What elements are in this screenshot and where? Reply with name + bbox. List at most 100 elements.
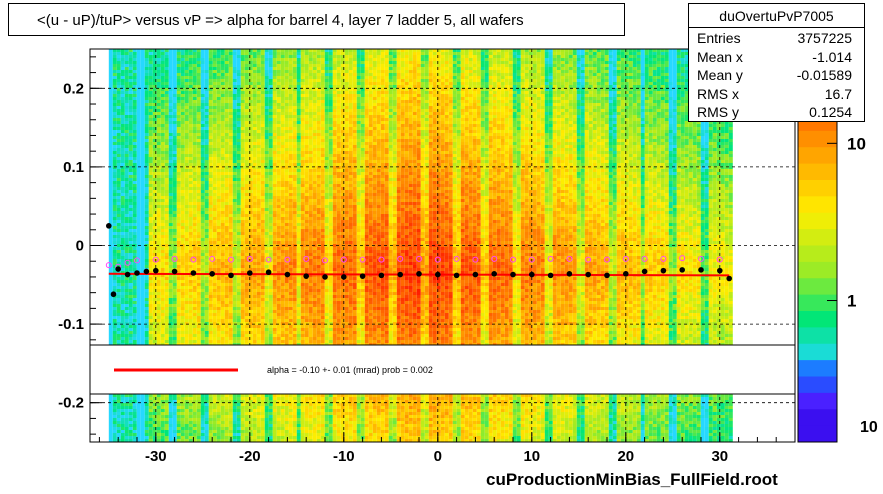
heatmap-cell	[165, 193, 169, 196]
heatmap-cell	[241, 412, 245, 415]
heatmap-cell	[253, 85, 257, 88]
heatmap-cell	[133, 109, 137, 112]
heatmap-cell	[117, 94, 121, 97]
heatmap-cell	[161, 136, 165, 139]
heatmap-cell	[253, 301, 257, 304]
heatmap-cell	[157, 289, 161, 292]
heatmap-cell	[173, 145, 177, 148]
heatmap-cell	[249, 286, 253, 289]
heatmap-cell	[225, 178, 229, 181]
heatmap-cell	[237, 61, 241, 64]
heatmap-cell	[201, 430, 205, 433]
heatmap-cell	[173, 163, 177, 166]
heatmap-cell	[165, 283, 169, 286]
heatmap-cell	[185, 241, 189, 244]
heatmap-cell	[165, 106, 169, 109]
heatmap-cell	[173, 310, 177, 313]
heatmap-cell	[157, 94, 161, 97]
heatmap-cell	[181, 223, 185, 226]
heatmap-cell	[193, 154, 197, 157]
heatmap-cell	[109, 184, 113, 187]
heatmap-cell	[141, 136, 145, 139]
heatmap-cell	[241, 100, 245, 103]
heatmap-cell	[109, 304, 113, 307]
heatmap-cell	[249, 64, 253, 67]
heatmap-cell	[125, 73, 129, 76]
heatmap-cell	[221, 184, 225, 187]
heatmap-cell	[201, 79, 205, 82]
heatmap-cell	[177, 175, 181, 178]
heatmap-cell	[149, 52, 153, 55]
heatmap-cell	[209, 136, 213, 139]
heatmap-cell	[133, 208, 137, 211]
heatmap-cell	[253, 418, 257, 421]
heatmap-cell	[213, 424, 217, 427]
heatmap-cell	[161, 304, 165, 307]
heatmap-cell	[137, 106, 141, 109]
heatmap-cell	[257, 280, 261, 283]
heatmap-cell	[109, 421, 113, 424]
heatmap-cell	[233, 151, 237, 154]
heatmap-cell	[133, 286, 137, 289]
heatmap-cell	[249, 304, 253, 307]
heatmap-cell	[189, 301, 193, 304]
heatmap-cell	[209, 79, 213, 82]
heatmap-cell	[245, 139, 249, 142]
heatmap-cell	[173, 262, 177, 265]
heatmap-cell	[193, 148, 197, 151]
heatmap-cell	[125, 184, 129, 187]
heatmap-cell	[253, 52, 257, 55]
heatmap-cell	[109, 427, 113, 430]
heatmap-cell	[141, 250, 145, 253]
heatmap-cell	[213, 397, 217, 400]
heatmap-cell	[117, 280, 121, 283]
heatmap-cell	[237, 436, 241, 439]
heatmap-cell	[221, 259, 225, 262]
heatmap-cell	[189, 112, 193, 115]
heatmap-cell	[149, 208, 153, 211]
heatmap-cell	[145, 418, 149, 421]
heatmap-cell	[173, 58, 177, 61]
heatmap-cell	[193, 133, 197, 136]
heatmap-cell	[161, 181, 165, 184]
heatmap-cell	[153, 334, 157, 337]
heatmap-cell	[209, 253, 213, 256]
heatmap-cell	[149, 133, 153, 136]
heatmap-cell	[189, 265, 193, 268]
heatmap-cell	[197, 109, 201, 112]
heatmap-cell	[245, 205, 249, 208]
heatmap-cell	[141, 211, 145, 214]
heatmap-cell	[229, 430, 233, 433]
heatmap-cell	[181, 154, 185, 157]
heatmap-cell	[237, 250, 241, 253]
heatmap-cell	[129, 418, 133, 421]
heatmap-cell	[113, 118, 117, 121]
heatmap-cell	[129, 265, 133, 268]
heatmap-cell	[193, 196, 197, 199]
heatmap-cell	[241, 211, 245, 214]
heatmap-cell	[257, 295, 261, 298]
heatmap-cell	[117, 148, 121, 151]
heatmap-cell	[253, 217, 257, 220]
heatmap-cell	[137, 178, 141, 181]
heatmap-cell	[169, 100, 173, 103]
heatmap-cell	[157, 52, 161, 55]
heatmap-cell	[169, 166, 173, 169]
heatmap-cell	[117, 301, 121, 304]
heatmap-cell	[245, 148, 249, 151]
heatmap-cell	[225, 322, 229, 325]
heatmap-cell	[161, 406, 165, 409]
heatmap-cell	[197, 268, 201, 271]
heatmap-cell	[169, 154, 173, 157]
heatmap-cell	[165, 319, 169, 322]
heatmap-cell	[133, 280, 137, 283]
heatmap-cell	[181, 115, 185, 118]
heatmap-cell	[213, 268, 217, 271]
heatmap-cell	[121, 130, 125, 133]
heatmap-cell	[173, 166, 177, 169]
heatmap-cell	[213, 208, 217, 211]
heatmap-cell	[129, 412, 133, 415]
heatmap-cell	[149, 304, 153, 307]
heatmap-cell	[169, 196, 173, 199]
heatmap-cell	[129, 94, 133, 97]
